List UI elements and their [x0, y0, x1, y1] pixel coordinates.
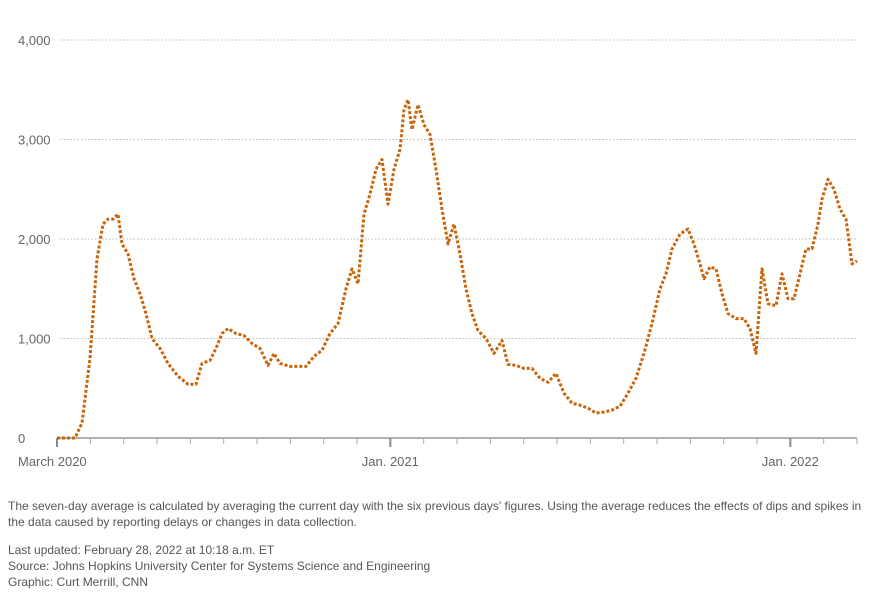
x-tick-label: March 2020 — [18, 454, 87, 469]
chart: 0 1,000 2,000 3,000 4,000 March 2020 Jan. 2021… — [18, 33, 858, 469]
data-line — [57, 98, 858, 440]
y-tick-label: 1,000 — [18, 332, 51, 347]
credit: Graphic: Curt Merrill, CNN — [8, 575, 149, 589]
source: Source: Johns Hopkins University Center … — [8, 559, 431, 573]
y-tick-label: 0 — [18, 431, 25, 446]
y-tick-label: 2,000 — [18, 232, 51, 247]
y-tick-label: 3,000 — [18, 133, 51, 148]
x-tick-label: Jan. 2022 — [762, 454, 819, 469]
y-tick-label: 4,000 — [18, 33, 51, 48]
last-updated: Last updated: February 28, 2022 at 10:18… — [8, 543, 275, 557]
x-tick-label: Jan. 2021 — [362, 454, 419, 469]
footnote: The seven-day average is calculated by a… — [8, 499, 862, 529]
